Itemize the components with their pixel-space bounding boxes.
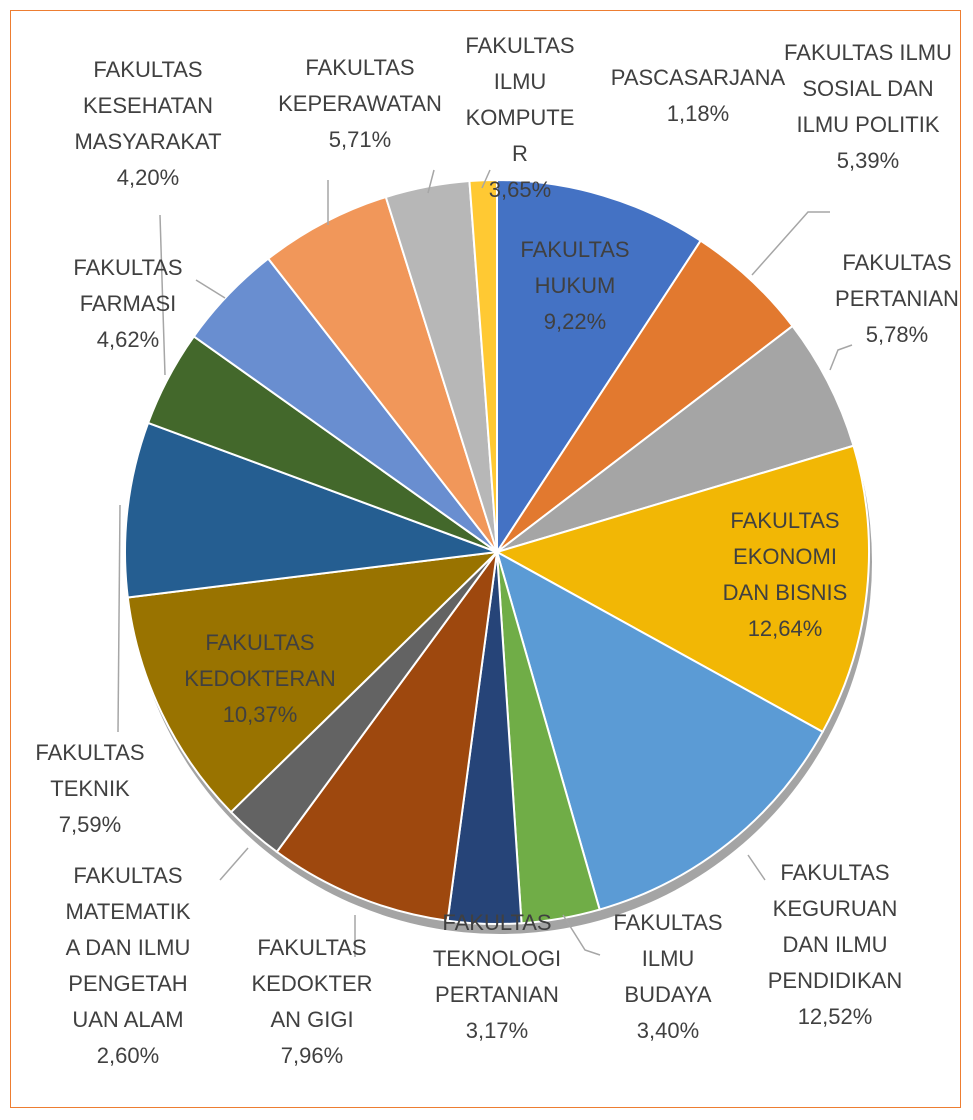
category-label: PASCASARJANA: [610, 65, 786, 90]
category-label: FAKULTAS ILMU BUDAYA: [613, 910, 723, 1007]
pie-slice: [266, 195, 498, 553]
category-label: FAKULTAS FARMASI: [73, 255, 183, 316]
value-label: 4,20%: [116, 165, 180, 190]
data-label: FAKULTAS ILMU SOSIAL DAN ILMU POLITIK 5,3…: [783, 35, 953, 179]
value-label: 3,17%: [465, 1018, 529, 1043]
leader-line: [747, 854, 766, 881]
pie-slice: [494, 444, 870, 734]
leader-line: [117, 504, 121, 733]
leader-line: [159, 214, 166, 376]
pie-slice: [468, 178, 498, 553]
data-label: FAKULTAS KEDOKTERAN 10,37%: [170, 625, 350, 733]
category-label: FAKULTAS HUKUM: [520, 237, 630, 298]
leader-line: [195, 279, 226, 299]
value-label: 9,22%: [543, 309, 607, 334]
category-label: FAKULTAS ILMU KOMPUTER: [465, 33, 575, 166]
value-label: 4,62%: [96, 327, 160, 352]
leader-line: [481, 169, 491, 189]
data-label: FAKULTAS KESEHATAN MASYARAKAT 4,20%: [58, 52, 238, 196]
leader-line: [562, 914, 601, 956]
value-label: 3,40%: [636, 1018, 700, 1043]
value-label: 7,96%: [280, 1043, 344, 1068]
leader-line: [751, 211, 830, 276]
value-label: 1,18%: [666, 101, 730, 126]
chart-frame: [10, 10, 961, 1108]
leader-line: [219, 847, 249, 881]
pie-slice: [495, 549, 825, 911]
pie-slice: [124, 421, 498, 599]
data-label: PASCASARJANA 1,18%: [608, 60, 788, 132]
value-label: 3,65%: [488, 177, 552, 202]
value-label: 10,37%: [222, 702, 298, 727]
category-label: FAKULTAS MATEMATIKA DAN ILMU PENGETAHUAN…: [65, 863, 191, 1032]
pie-slice: [496, 178, 703, 556]
pie-slice: [496, 324, 855, 553]
category-label: FAKULTAS TEKNOLOGI PERTANIAN: [432, 910, 562, 1007]
data-label: FAKULTAS HUKUM 9,22%: [500, 232, 650, 340]
leader-line: [427, 169, 435, 194]
pie-slice: [275, 551, 498, 922]
value-label: 5,39%: [836, 148, 900, 173]
category-label: FAKULTAS KEPERAWATAN: [278, 55, 442, 116]
value-label: 7,59%: [58, 812, 122, 837]
data-label: FAKULTAS KEDOKTERAN GIGI 7,96%: [247, 930, 377, 1074]
value-label: 5,78%: [865, 322, 929, 347]
data-label: FAKULTAS TEKNIK 7,59%: [25, 735, 155, 843]
category-label: FAKULTAS PERTANIAN: [835, 250, 959, 311]
data-label: FAKULTAS FARMASI 4,62%: [63, 250, 193, 358]
category-label: FAKULTAS KEDOKTERAN GIGI: [251, 935, 373, 1032]
data-label: FAKULTAS EKONOMI DAN BISNIS 12,64%: [710, 503, 860, 647]
category-label: FAKULTAS ILMU SOSIAL DAN ILMU POLITIK: [784, 40, 952, 137]
data-label: FAKULTAS KEPERAWATAN 5,71%: [260, 50, 460, 158]
category-label: FAKULTAS TEKNIK: [35, 740, 145, 801]
category-label: FAKULTAS KEDOKTERAN: [184, 630, 336, 691]
category-label: FAKULTAS KESEHATAN MASYARAKAT: [74, 57, 222, 154]
data-label: FAKULTAS KEGURUAN DAN ILMU PENDIDIKAN 12,…: [750, 855, 920, 1035]
data-label: FAKULTAS PERTANIAN 5,78%: [822, 245, 972, 353]
value-label: 5,71%: [328, 127, 392, 152]
leader-line: [829, 344, 853, 371]
value-label: 12,64%: [747, 616, 823, 641]
data-label: FAKULTAS ILMU KOMPUTER 3,65%: [460, 28, 580, 208]
pie-slice: [126, 550, 500, 814]
value-label: 12,52%: [797, 1004, 873, 1029]
category-label: FAKULTAS KEGURUAN DAN ILMU PENDIDIKAN: [767, 860, 903, 993]
data-label: FAKULTAS ILMU BUDAYA 3,40%: [603, 905, 733, 1049]
category-label: FAKULTAS EKONOMI DAN BISNIS: [722, 508, 848, 605]
data-label: FAKULTAS TEKNOLOGI PERTANIAN 3,17%: [422, 905, 572, 1049]
value-label: 2,60%: [96, 1043, 160, 1068]
data-label: FAKULTAS MATEMATIKA DAN ILMU PENGETAHUAN…: [61, 858, 196, 1074]
